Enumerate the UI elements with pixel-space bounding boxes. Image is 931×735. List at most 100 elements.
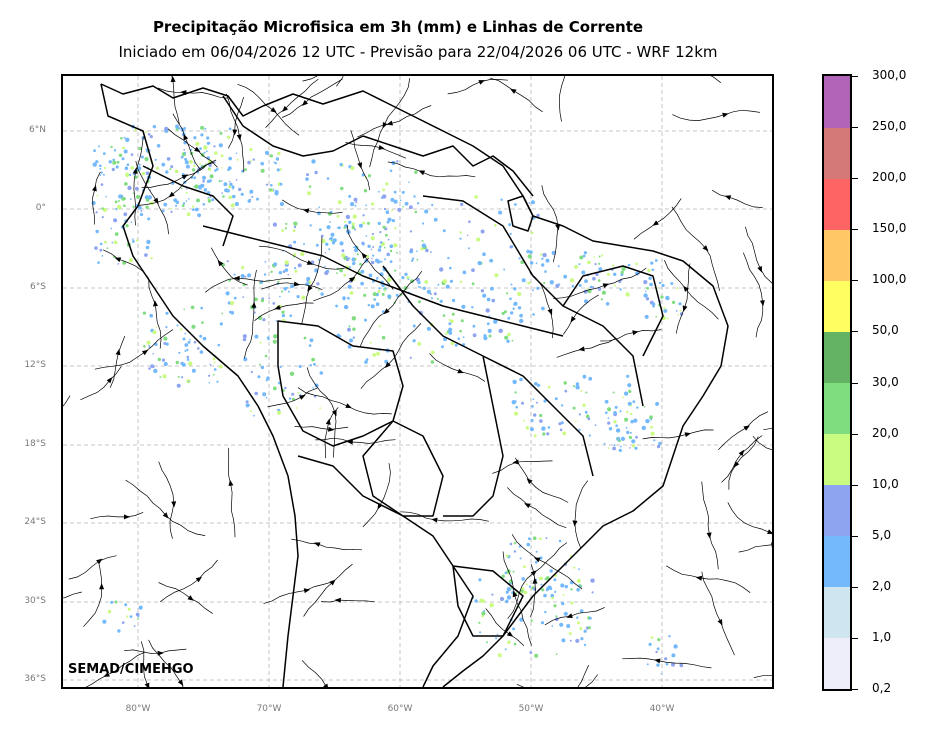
precip-cell [378,190,380,193]
colorbar-label: 200,0 [872,170,907,185]
streamline [346,224,394,290]
precip-cell [514,203,517,206]
streamline [600,329,662,342]
streamline [359,270,423,347]
precip-cell [541,588,545,592]
precip-cell [485,641,488,644]
precip-cell [570,601,574,605]
precip-cell [188,198,190,200]
precip-cell [564,389,568,393]
precip-cell [278,271,282,275]
precip-cell [126,615,129,618]
colorbar-segment [824,586,850,639]
precip-cell [445,332,448,335]
precip-cell [190,305,195,310]
streamline-arrow [717,619,723,626]
precip-cell [146,239,151,245]
colorbar-tick [852,229,858,231]
precip-cell [189,160,193,164]
streamline [92,171,101,225]
precip-cell [97,261,100,264]
precip-cell [377,221,381,225]
precip-cell [225,291,230,296]
precip-cell [122,146,125,150]
precip-cell [235,152,238,155]
precip-cell [439,299,443,303]
streamline [291,538,363,551]
precip-cell [671,662,675,667]
streamline-arrow [431,517,438,523]
precip-cell [407,278,410,280]
precip-cell [518,545,521,548]
precip-cell [580,637,584,641]
precip-cell [372,292,377,297]
precip-cell [557,265,560,268]
precip-cell [449,266,452,270]
precip-cell [277,151,281,156]
streamline-arrow [236,134,242,141]
precip-cell [309,363,312,367]
precip-cell [106,247,109,250]
precip-cell [648,276,652,280]
precip-cell [451,312,455,316]
precip-cell [631,439,636,444]
precip-cell [647,268,651,273]
precip-cell [162,374,167,379]
streamline-arrow [282,105,289,112]
precip-cell [613,444,616,447]
precip-cell [124,603,128,607]
streamline-arrow [632,330,639,336]
precip-cell [315,243,319,247]
precip-cell [459,237,462,240]
streamline-arrow [684,432,691,438]
map-title: Precipitação Microfisica em 3h (mm) e Li… [152,18,644,36]
precip-cell [149,135,153,139]
precip-cell [336,227,339,229]
precip-cell [199,163,202,166]
precip-cell [594,424,597,426]
streamline [727,502,772,535]
precip-cell [568,632,572,636]
precip-cell [631,444,636,448]
precip-cell [314,170,318,175]
precip-cell [147,217,151,221]
precip-cell [471,268,475,272]
precip-cell [293,253,297,256]
precip-cell [98,145,100,148]
precip-cell [345,214,351,220]
precip-cell [228,156,232,161]
precip-cell [390,197,395,202]
precip-cell [287,273,290,276]
precip-cell [536,213,540,218]
precip-cell [147,132,151,136]
precip-cell [488,259,491,262]
precip-cell [279,182,283,186]
precip-cell [181,204,185,208]
precip-cell [450,319,454,323]
streamline-arrow [418,170,425,176]
precip-cell [339,335,342,338]
streamline-arrow [325,418,331,425]
precip-cell [620,270,624,274]
precip-cell [618,448,622,452]
precip-cell [318,228,322,232]
precip-cell [607,417,610,420]
precip-cell [249,189,254,194]
precip-cell [389,260,393,263]
precip-cell [263,273,267,276]
precip-cell [479,598,484,603]
precip-cell [137,618,139,620]
precip-cell [208,163,212,167]
colorbar-label: 10,0 [872,476,899,491]
precip-cell [563,611,568,616]
precip-cell [348,325,351,328]
precip-cell [590,578,595,583]
precip-cell [241,169,245,173]
precip-cell [105,196,107,198]
precip-cell [165,170,169,174]
precip-cell [125,172,130,178]
gridlines [63,76,772,687]
precip-cell [504,335,509,340]
precip-cell [547,385,551,389]
precip-cell [643,293,648,298]
